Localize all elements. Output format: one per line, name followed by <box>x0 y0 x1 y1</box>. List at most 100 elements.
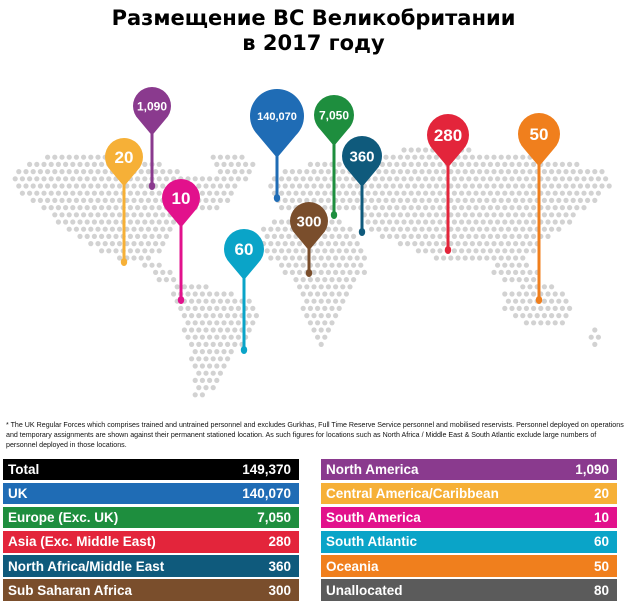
map-dot <box>311 269 317 275</box>
map-dot <box>66 183 72 189</box>
map-dot <box>217 298 223 304</box>
map-dot <box>491 226 497 232</box>
map-dot <box>473 176 479 182</box>
pin-south-atlantic: 60 <box>224 229 265 354</box>
pin-tip <box>120 258 128 266</box>
map-dot <box>520 154 526 160</box>
map-dot <box>315 176 321 182</box>
map-dot <box>448 255 454 261</box>
map-dot <box>563 169 569 175</box>
map-dot <box>567 219 573 225</box>
map-dot <box>336 305 342 311</box>
map-dot <box>459 219 465 225</box>
pin-tip <box>358 228 366 236</box>
map-dot <box>462 154 468 160</box>
map-dot <box>171 291 177 297</box>
row-label: South America <box>326 510 421 526</box>
map-dot <box>235 320 241 326</box>
map-dot <box>426 241 432 247</box>
map-dot <box>275 226 281 232</box>
map-dot <box>469 169 475 175</box>
map-dot <box>451 248 457 254</box>
map-dot <box>124 226 130 232</box>
map-dot <box>552 305 558 311</box>
map-dot <box>210 183 216 189</box>
map-dot <box>372 205 378 211</box>
map-dot <box>408 190 414 196</box>
map-dot <box>246 313 252 319</box>
map-dot <box>268 183 274 189</box>
map-dot <box>545 291 551 297</box>
map-dot <box>311 197 317 203</box>
map-dot <box>405 154 411 160</box>
map-dot <box>376 212 382 218</box>
map-dot <box>491 183 497 189</box>
map-dot <box>549 197 555 203</box>
table-row: Central America/Caribbean 20 <box>321 483 617 505</box>
map-dot <box>102 212 108 218</box>
map-dot <box>199 334 205 340</box>
map-dot <box>99 161 105 167</box>
map-dot <box>419 183 425 189</box>
map-dot <box>531 277 537 283</box>
map-dot <box>66 154 72 160</box>
map-dot <box>405 197 411 203</box>
row-label: Total <box>8 462 40 478</box>
map-dot <box>563 212 569 218</box>
map-dot <box>27 190 33 196</box>
map-dot <box>480 161 486 167</box>
map-dot <box>509 161 515 167</box>
map-dot <box>520 313 526 319</box>
map-dot <box>433 241 439 247</box>
row-label: Unallocated <box>326 582 403 598</box>
map-dot <box>556 298 562 304</box>
map-dot <box>138 241 144 247</box>
map-dot <box>459 205 465 211</box>
map-dot <box>426 183 432 189</box>
map-dot <box>502 262 508 268</box>
map-dot <box>199 305 205 311</box>
map-dot <box>95 197 101 203</box>
map-dot <box>117 197 123 203</box>
map-dot <box>387 190 393 196</box>
pin-head <box>162 179 200 228</box>
map-dot <box>318 341 324 347</box>
map-dot <box>340 269 346 275</box>
map-dot <box>37 183 44 189</box>
map-dot <box>52 169 58 175</box>
map-dot <box>351 248 357 254</box>
map-dot <box>221 349 227 355</box>
map-dot <box>135 219 141 225</box>
map-dot <box>106 248 112 254</box>
map-dot <box>477 183 483 189</box>
map-dot <box>203 284 209 290</box>
map-dot <box>477 255 483 261</box>
map-dot <box>520 226 526 232</box>
map-dot <box>423 205 429 211</box>
map-dot <box>153 197 159 203</box>
map-dot <box>513 212 519 218</box>
map-dot <box>423 248 429 254</box>
map-dot <box>304 313 310 319</box>
map-dot <box>365 205 371 211</box>
map-dot <box>455 241 461 247</box>
pin-value-label: 7,050 <box>319 108 349 122</box>
map-dot <box>318 255 324 261</box>
map-dot <box>196 370 202 376</box>
map-dot <box>541 169 548 175</box>
row-value: 80 <box>593 582 609 598</box>
map-dot <box>34 190 40 196</box>
map-dot <box>45 183 51 189</box>
map-dot <box>225 327 231 333</box>
map-dot <box>343 277 349 283</box>
map-dot <box>250 320 256 326</box>
map-dot <box>340 298 346 304</box>
map-dot <box>217 370 223 376</box>
table-row: UK 140,070 <box>3 483 299 505</box>
map-dot <box>552 190 558 196</box>
map-dot <box>505 154 511 160</box>
map-dot <box>95 241 101 247</box>
map-dot <box>181 327 187 333</box>
map-dot <box>91 176 97 182</box>
map-dot <box>131 197 137 203</box>
